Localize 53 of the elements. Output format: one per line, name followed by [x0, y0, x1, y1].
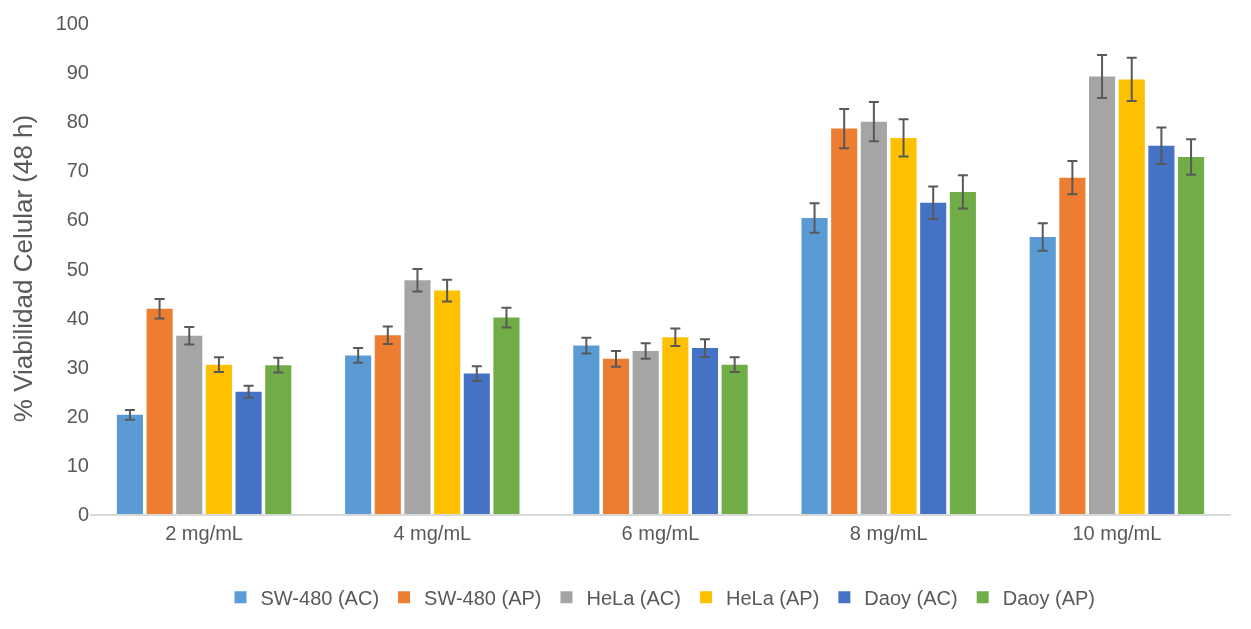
bar: [1178, 157, 1205, 514]
bar: [662, 337, 689, 514]
bar: [235, 391, 262, 514]
legend-label: Daoy (AP): [1002, 587, 1095, 610]
legend-label: Daoy (AC): [864, 587, 958, 610]
bar: [205, 364, 232, 514]
y-tick-label: 90: [66, 61, 89, 84]
bar: [1059, 177, 1086, 514]
legend-label: SW-480 (AC): [260, 587, 380, 610]
bar: [1029, 237, 1056, 514]
bar: [493, 317, 520, 514]
legend-label: SW-480 (AP): [424, 587, 542, 610]
bar: [1089, 76, 1116, 514]
legend-label: HeLa (AC): [586, 587, 681, 610]
legend-label: HeLa (AP): [725, 587, 820, 610]
bar: [632, 350, 659, 514]
bar: [831, 128, 858, 514]
y-tick-label: 100: [55, 12, 89, 34]
x-tick-label: 10 mg/mL: [1072, 522, 1162, 544]
y-tick-label: 20: [66, 404, 89, 427]
x-tick-label: 4 mg/mL: [393, 522, 472, 544]
y-tick-label: 40: [66, 306, 89, 329]
bar: [1148, 145, 1175, 514]
bar: [860, 121, 887, 514]
bar: [463, 373, 490, 514]
bar: [573, 345, 600, 514]
bar: [265, 365, 292, 514]
x-tick-label: 8 mg/mL: [849, 522, 928, 544]
bar: [721, 364, 748, 514]
y-tick-label: 70: [66, 159, 89, 182]
y-tick-label: 60: [66, 208, 89, 231]
bar: [801, 217, 828, 514]
y-tick-label: 30: [66, 355, 89, 378]
bar: [949, 191, 976, 514]
bar: [345, 355, 372, 514]
y-tick-label: 50: [66, 257, 89, 280]
bar: [920, 202, 947, 514]
y-axis-title: % Viabilidad Celular (48 h): [8, 114, 39, 423]
bar: [176, 335, 203, 514]
bar: [404, 280, 431, 514]
y-tick-label: 80: [66, 110, 89, 133]
bar: [890, 137, 917, 514]
bar: [1118, 79, 1145, 514]
bar: [602, 358, 630, 514]
bar: [691, 348, 719, 514]
bar: [434, 290, 461, 514]
bar: [116, 414, 143, 514]
x-tick-label: 2 mg/mL: [165, 522, 244, 544]
x-tick-label: 6 mg/mL: [621, 522, 700, 544]
y-tick-label: 0: [77, 503, 89, 525]
y-tick-label: 10: [66, 453, 89, 476]
bar: [146, 308, 173, 514]
bar: [374, 335, 401, 514]
